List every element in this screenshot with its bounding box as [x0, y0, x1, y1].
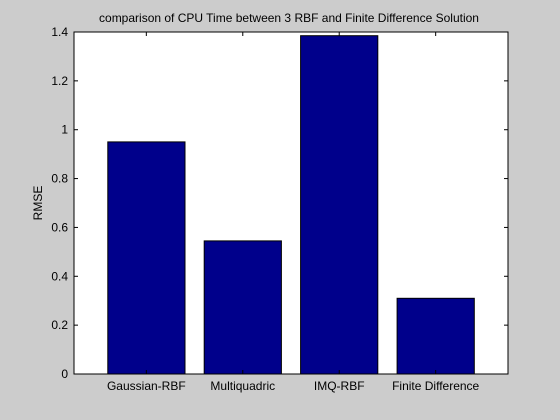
y-tick-label: 0.6 [51, 220, 68, 234]
y-tick-label: 0 [61, 367, 68, 381]
bar-3 [300, 35, 379, 375]
y-tick-label: 0.8 [51, 172, 68, 186]
y-axis-label: RMSE [31, 186, 45, 221]
x-axis: Gaussian-RBF Multiquadric IMQ-RBF Finite Di… [107, 32, 480, 393]
y-tick-label: 0.4 [51, 269, 68, 283]
x-tick-label: IMQ-RBF [314, 379, 365, 393]
bar-2 [203, 240, 282, 375]
chart-title: comparison of CPU Time between 3 RBF and… [99, 11, 479, 25]
y-axis: 0 0.2 0.4 0.6 0.8 1 1.2 1.4 [51, 25, 508, 381]
bar-4 [396, 297, 475, 375]
axes-box [73, 31, 509, 375]
bar-1 [107, 141, 186, 375]
y-tick-label: 1.4 [51, 25, 68, 39]
y-tick-label: 0.2 [51, 318, 68, 332]
x-tick-label: Gaussian-RBF [107, 379, 186, 393]
y-tick-label: 1.2 [51, 74, 68, 88]
y-tick-label: 1 [61, 123, 68, 137]
x-tick-label: Finite Difference [392, 379, 479, 393]
bars-group [107, 35, 475, 375]
x-tick-label: Multiquadric [210, 379, 275, 393]
